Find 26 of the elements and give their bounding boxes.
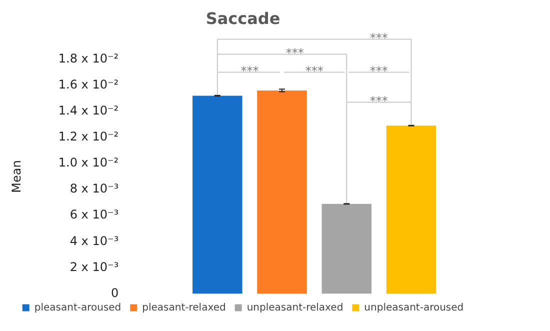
bar: [257, 90, 307, 294]
y-tick-label: 8 x 10⁻³: [70, 182, 119, 196]
y-tick-label: 4 x 10⁻³: [70, 234, 119, 248]
chart-title: Saccade: [206, 8, 280, 28]
bar: [322, 204, 372, 294]
y-tick-label: 6 x 10⁻³: [70, 208, 119, 222]
y-tick-label: 1.6 x 10⁻²: [58, 77, 119, 92]
y-tick-label: 1.4 x 10⁻²: [58, 103, 119, 118]
bar: [386, 126, 436, 294]
text: ***: [370, 31, 388, 46]
annotation: ***: [370, 94, 388, 108]
y-tick-label: 1.2 x 10⁻²: [58, 130, 119, 144]
y-tick-label: 1.0 x 10⁻²: [58, 156, 119, 170]
y-tick-label: 2 x 10⁻³: [70, 260, 119, 274]
y-tick-label: 1.8 x 10⁻²: [58, 51, 119, 66]
annotation: ***: [286, 46, 304, 60]
bar: [192, 96, 242, 294]
annotation: ***: [370, 64, 388, 78]
legend-label: pleasant-relaxed: [142, 302, 226, 314]
y-axis-title: Mean: [9, 160, 24, 193]
annotation: ***: [305, 64, 324, 78]
legend-label: unpleasant-relaxed: [246, 302, 344, 314]
y-tick-label: 0: [110, 286, 119, 300]
legend-label: pleasant-aroused: [34, 302, 122, 314]
annotation: ***: [240, 64, 259, 78]
legend-label: unpleasant-aroused: [364, 302, 464, 314]
